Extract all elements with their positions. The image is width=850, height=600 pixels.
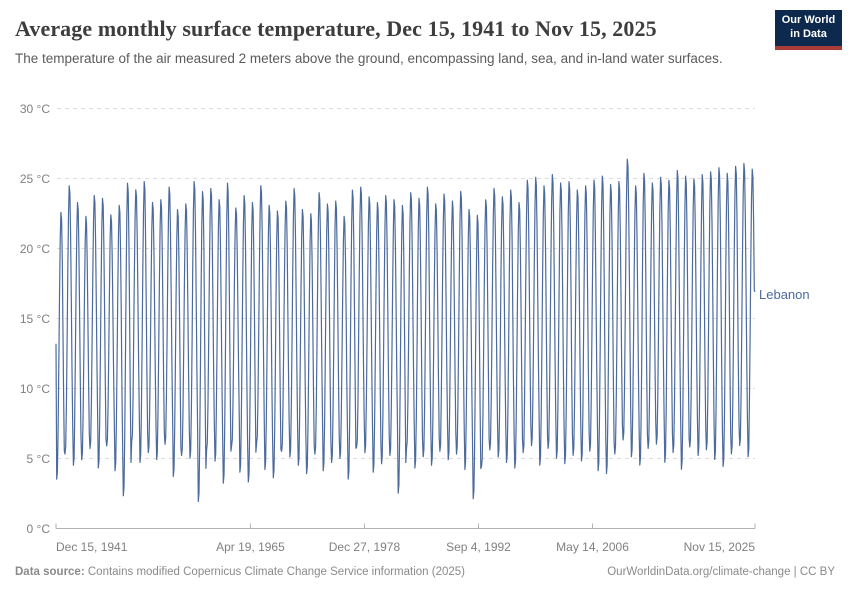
x-axis-label: Apr 19, 1965	[216, 540, 285, 554]
x-axis-label: Dec 27, 1978	[328, 540, 401, 554]
page-title: Average monthly surface temperature, Dec…	[15, 16, 657, 41]
attribution-note: OurWorldinData.org/climate-change | CC B…	[607, 566, 835, 578]
owid-logo: Our World in Data	[775, 10, 842, 50]
x-axis-label: May 14, 2006	[556, 540, 629, 554]
y-axis-label: 25 °C	[19, 171, 50, 186]
data-source-label: Data source:	[15, 566, 85, 578]
y-axis-label: 0 °C	[26, 521, 50, 536]
y-axis-label: 5 °C	[26, 451, 50, 466]
chart-footer: Data source: Contains modified Copernicu…	[0, 566, 850, 578]
owid-attribution-link[interactable]: OurWorldinData.org/climate-change | CC B…	[607, 566, 835, 578]
temperature-line	[55, 158, 756, 502]
chart-subtitle: The temperature of the air measured 2 me…	[15, 51, 723, 66]
x-axis-label: Sep 4, 1992	[446, 540, 511, 554]
owid-logo-line1: Our World	[781, 14, 836, 27]
data-source-note: Data source: Contains modified Copernicu…	[15, 566, 465, 578]
series-label-lebanon[interactable]: Lebanon	[759, 287, 810, 302]
y-axis-label: 10 °C	[19, 381, 50, 396]
y-axis-label: 20 °C	[19, 241, 50, 256]
data-source-text: Contains modified Copernicus Climate Cha…	[84, 566, 465, 578]
y-axis-label: 15 °C	[19, 311, 50, 326]
y-axis-label: 30 °C	[19, 101, 50, 116]
x-axis-label: Nov 15, 2025	[683, 540, 755, 554]
owid-logo-line2: in Data	[790, 28, 827, 40]
x-axis-label: Dec 15, 1941	[56, 540, 128, 554]
